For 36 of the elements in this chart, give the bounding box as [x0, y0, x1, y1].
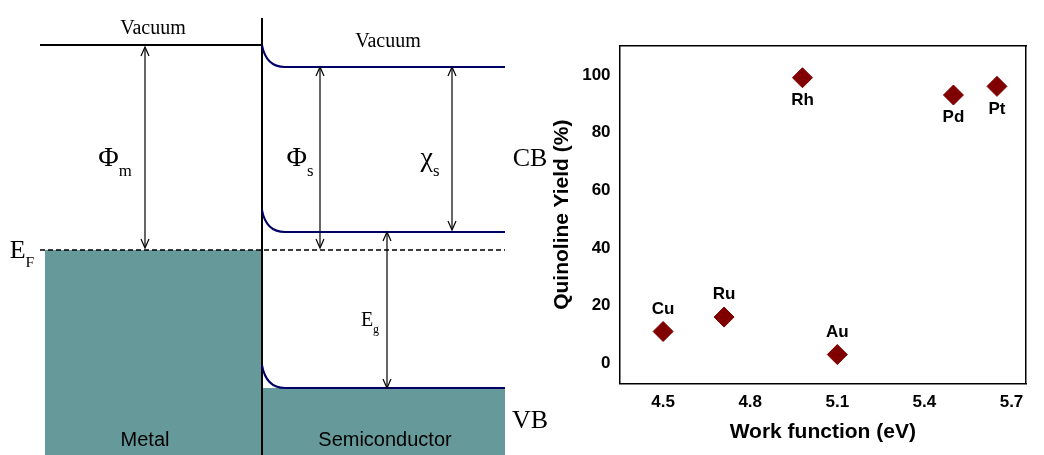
text: E$_{F}$ — [9, 235, 35, 270]
text: χ$_{s}$ — [419, 141, 440, 180]
text: Vacuum — [120, 16, 187, 38]
annotation: Pd — [942, 107, 965, 127]
y-tick-label: 80 — [591, 122, 611, 142]
x-tick-label: 4.8 — [738, 392, 763, 412]
text: Φ$_{m}$ — [98, 141, 132, 180]
text: Φ$_{s}$ — [286, 141, 314, 180]
x-tick-label: 5.4 — [912, 392, 937, 412]
y-axis-title: Quinoline Yield (%) — [549, 119, 573, 310]
point — [826, 344, 848, 366]
x-tick-label: 4.5 — [651, 392, 675, 412]
annotation: Cu — [651, 298, 675, 318]
y-tick-label: 100 — [582, 64, 611, 84]
point — [791, 67, 813, 89]
point — [942, 84, 964, 106]
point — [986, 75, 1008, 97]
x-tick-label: 5.1 — [825, 392, 850, 412]
text: Semiconductor — [318, 428, 453, 450]
text: VB — [511, 405, 549, 434]
y-tick-label: 20 — [591, 295, 611, 315]
x-axis-title: Work function (eV) — [729, 419, 916, 443]
annotation: Au — [825, 321, 849, 341]
y-tick-label: 0 — [601, 352, 611, 372]
point — [713, 306, 735, 328]
text: E$_{g}$ — [360, 308, 380, 336]
annotation: Pt — [988, 98, 1006, 118]
y-tick-label: 60 — [591, 179, 611, 199]
x-tick-label: 5.7 — [999, 392, 1024, 412]
annotation: Ru — [712, 284, 736, 304]
y-tick-label: 40 — [591, 237, 611, 257]
point — [652, 320, 674, 342]
annotation: Rh — [791, 89, 814, 109]
text: Metal — [120, 428, 170, 450]
text: Vacuum — [355, 29, 422, 51]
text: CB — [512, 143, 548, 172]
